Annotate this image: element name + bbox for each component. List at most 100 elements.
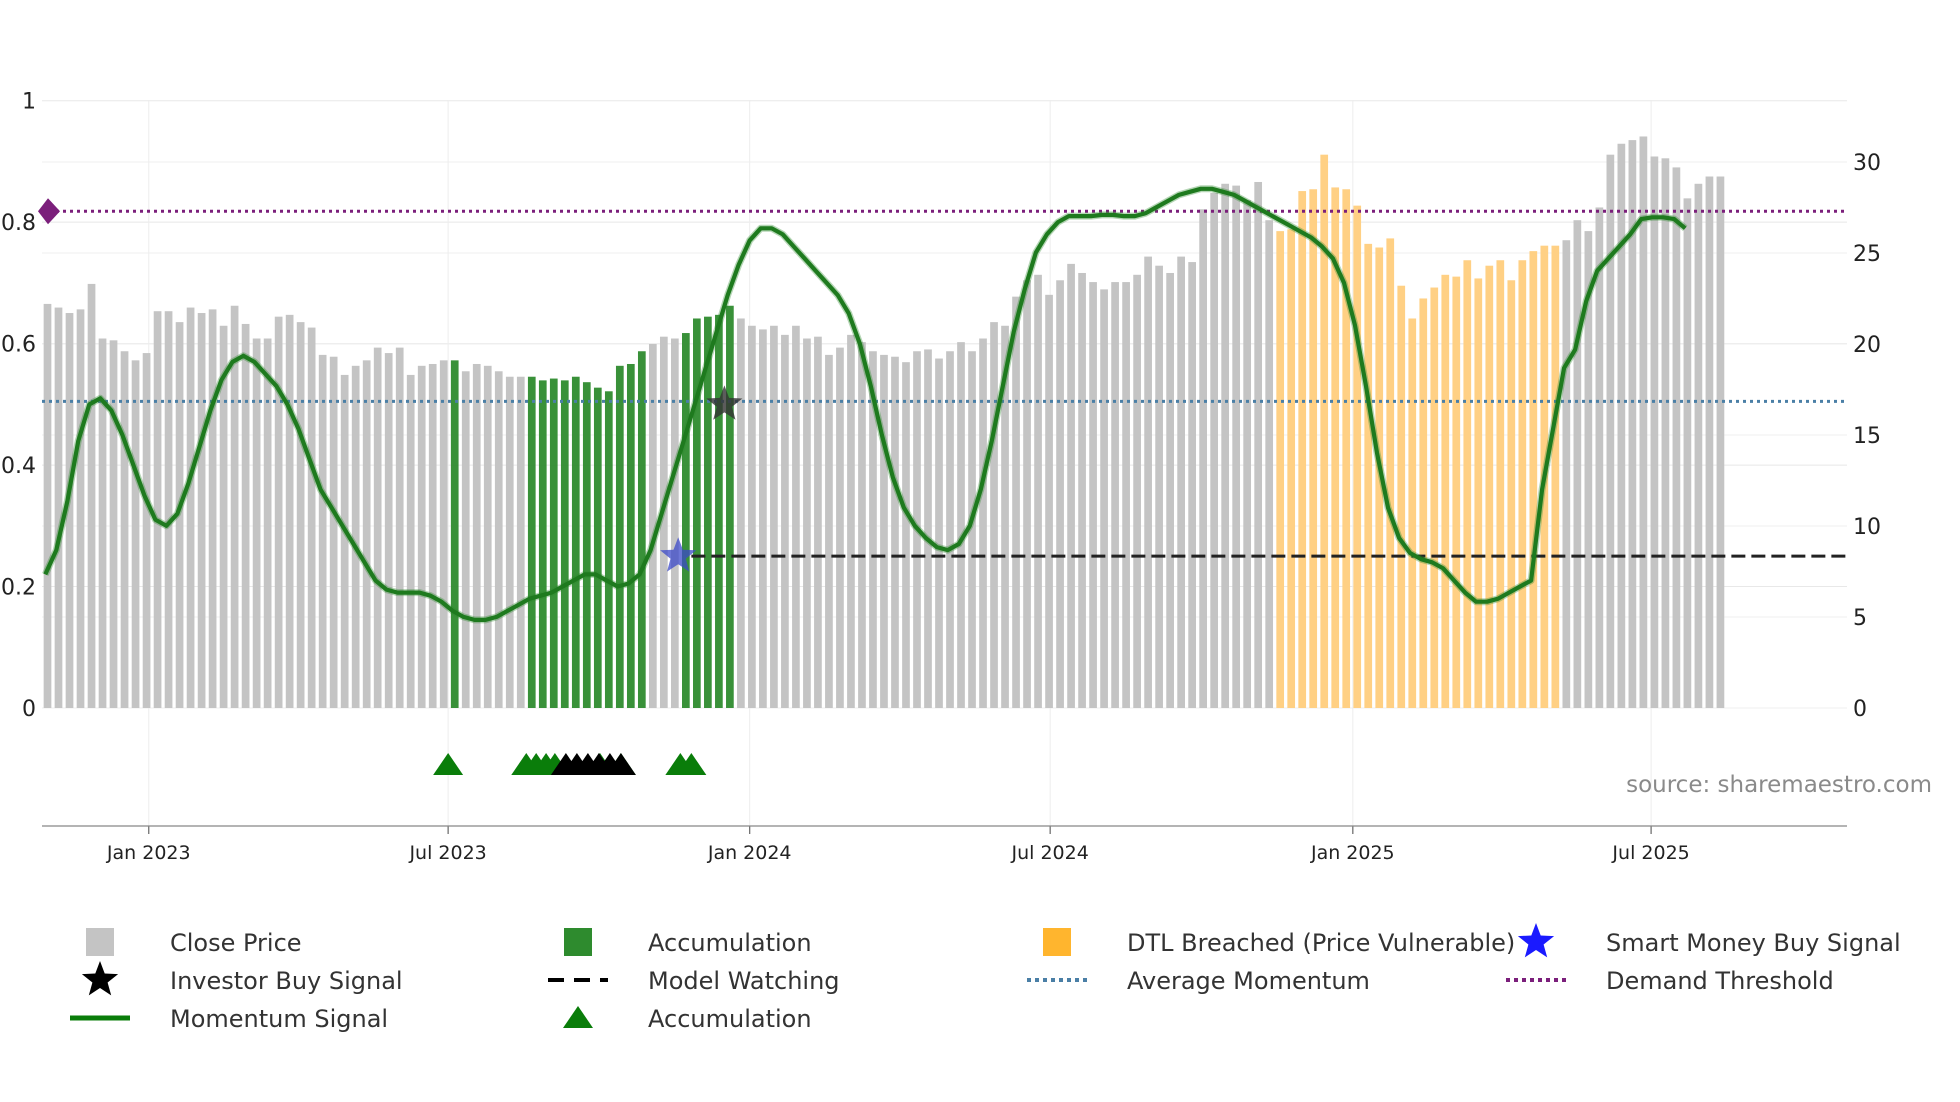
close-price-bar [98, 338, 107, 708]
close-price-bar [891, 356, 899, 708]
close-price-bar [340, 374, 349, 708]
dtl-breached-bar [1309, 189, 1318, 708]
close-price-bar [1012, 296, 1020, 708]
accumulation-bar [582, 382, 591, 708]
dtl-breached-bar [1485, 265, 1494, 708]
close-price-bar [483, 365, 492, 708]
close-price-bar [1584, 231, 1593, 708]
close-price-bar [1221, 183, 1230, 709]
close-price-bar [1144, 256, 1152, 708]
accumulation-marker-dark [605, 753, 636, 775]
dtl-breached-bar [1342, 189, 1351, 708]
legend-label: Model Watching [648, 967, 840, 995]
close-price-bar [1254, 181, 1263, 708]
close-price-bar [1606, 154, 1615, 709]
accumulation-bar [715, 314, 723, 708]
close-price-bar [472, 363, 481, 708]
close-price-bar [1034, 274, 1042, 708]
close-price-bar [1650, 156, 1659, 708]
close-price-bar [164, 311, 173, 708]
close-price-bar [373, 347, 382, 708]
close-price-bar [76, 309, 85, 708]
accumulation-bar [704, 316, 712, 708]
close-price-bar [307, 327, 316, 708]
left-tick-label: 0.4 [1, 454, 36, 479]
smart-money-buy-signal [660, 537, 697, 572]
legend-swatch-investor-star-icon [81, 961, 119, 996]
legend-label: Accumulation [648, 929, 812, 957]
close-price-bar [1166, 272, 1174, 708]
close-price-bar [847, 334, 855, 708]
close-price-bar [142, 353, 151, 708]
close-price-bar [858, 342, 866, 708]
close-price-bar [825, 354, 833, 708]
close-price-bar [54, 307, 63, 708]
close-price-bar [1639, 136, 1648, 709]
close-price-bar [395, 347, 404, 708]
dtl-breached-bar [1463, 260, 1472, 708]
close-price-bar [792, 325, 800, 708]
close-price-bar [1045, 294, 1053, 708]
accumulation-bar [626, 363, 635, 708]
legend: Close Price Accumulation DTL Breached (Pri… [70, 923, 1901, 1033]
dtl-breached-bar [1298, 191, 1307, 709]
close-price-bar [770, 325, 778, 708]
source-note: source: sharemaestro.com [1626, 772, 1932, 798]
close-price-bar [803, 338, 811, 708]
close-price-bar [109, 340, 118, 708]
close-price-bar [1078, 272, 1086, 708]
close-price-bar [1111, 282, 1119, 708]
close-price-bar [1001, 325, 1009, 708]
close-price-bar [1133, 274, 1141, 708]
x-tick-label: Jan 2023 [106, 842, 191, 864]
dtl-breached-bar [1474, 278, 1483, 708]
accumulation-bar [693, 318, 701, 708]
left-tick-label: 1 [22, 90, 36, 115]
legend-label: Close Price [170, 929, 302, 957]
legend-swatch-dtl [1043, 928, 1071, 956]
close-price-bar [814, 336, 822, 708]
dtl-breached-bar [1408, 318, 1417, 708]
close-price-bar [1672, 167, 1681, 708]
close-price-bar [1573, 220, 1582, 709]
signal-markers [433, 385, 743, 775]
dtl-breached-bar [1551, 245, 1560, 708]
momentum-signal-line [43, 186, 1687, 622]
close-price-bar [1232, 185, 1241, 708]
close-price-bar [957, 342, 965, 708]
accumulation-bar [615, 365, 624, 708]
dtl-breached-bar [1430, 287, 1439, 708]
close-price-bar [417, 365, 426, 708]
left-tick-label: 0.8 [1, 211, 36, 236]
close-price-bar [1716, 176, 1725, 708]
close-price-bar [924, 349, 932, 708]
close-price-bar [1177, 256, 1185, 708]
close-price-bar [1023, 280, 1031, 708]
close-price-bar [781, 334, 789, 708]
accumulation-bar [604, 391, 613, 708]
left-tick-label: 0.2 [1, 576, 36, 601]
close-price-bar [87, 283, 96, 708]
close-price-bar [439, 360, 448, 708]
x-tick-label: Jul 2024 [1010, 842, 1088, 864]
close-price-bar [505, 376, 514, 708]
right-tick-label: 20 [1853, 333, 1881, 358]
close-price-bar [43, 303, 52, 708]
accumulation-bar [682, 333, 690, 708]
legend-label: Average Momentum [1127, 967, 1370, 995]
accumulation-bar [571, 376, 580, 708]
close-price-bar [1705, 176, 1714, 708]
close-price-bar [1661, 158, 1670, 709]
right-tick-label: 30 [1853, 151, 1881, 176]
accumulation-bar [538, 380, 547, 708]
close-price-bar [197, 313, 206, 708]
x-tick-label: Jul 2025 [1611, 842, 1689, 864]
close-price-bar [1694, 183, 1703, 709]
dtl-breached-bar [1353, 205, 1362, 708]
close-price-bar [285, 314, 294, 708]
dtl-breached-bar [1419, 298, 1428, 708]
legend-swatch-smart-money-star-icon [1517, 923, 1555, 958]
close-price-bar [1617, 143, 1626, 708]
accumulation-marker [433, 753, 464, 775]
